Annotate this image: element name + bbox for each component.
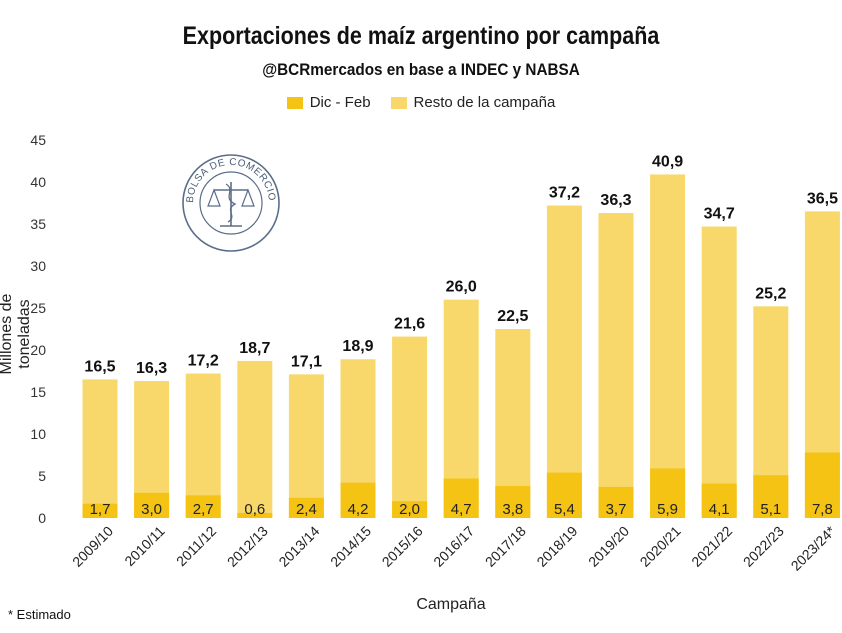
bar-resto: [185, 373, 221, 518]
total-value-label: 40,9: [652, 153, 683, 170]
legend-item-dic-feb: Dic - Feb: [286, 94, 371, 111]
dic-feb-value-label: 2,4: [296, 501, 317, 518]
legend-label-resto: Resto de la campaña: [413, 94, 556, 111]
total-value-label: 22,5: [497, 308, 528, 325]
bar-dic-feb: [753, 475, 789, 518]
x-tick-label: 2013/14: [275, 523, 322, 570]
bar-resto: [701, 226, 737, 518]
x-tick-label: 2012/13: [224, 523, 271, 570]
dic-feb-value-label: 0,6: [244, 501, 265, 518]
bar-dic-feb: [701, 483, 737, 518]
bar-resto: [546, 205, 582, 518]
bar-dic-feb: [237, 512, 273, 518]
dic-feb-value-label: 5,1: [760, 501, 781, 518]
x-tick-label: 2011/12: [173, 523, 220, 570]
y-axis: 0 5 10 15 20 25 30 35 40 45: [30, 132, 46, 526]
dic-feb-value-label: 3,0: [141, 501, 162, 518]
y-tick-label: 0: [38, 510, 46, 526]
chart-title: Exportaciones de maíz argentino por camp…: [182, 22, 660, 50]
bar-resto: [82, 379, 118, 518]
total-value-label: 16,5: [84, 358, 115, 375]
bcr-seal-icon: BOLSA DE COMERCIO DE ROSARIO: [0, 0, 280, 252]
x-tick-label: 2018/19: [533, 523, 580, 570]
total-value-label: 17,1: [291, 353, 322, 370]
y-tick-label: 15: [30, 384, 46, 400]
dic-feb-value-label: 1,7: [90, 501, 111, 518]
x-tick-label: 2019/20: [585, 523, 632, 570]
x-tick-label: 2021/22: [688, 523, 735, 570]
x-tick-label: 2020/21: [637, 523, 684, 570]
dic-feb-value-label: 5,9: [657, 501, 678, 518]
x-tick-label: 2015/16: [379, 523, 426, 570]
bar-dic-feb: [340, 482, 376, 518]
bar-dic-feb: [598, 486, 634, 518]
y-tick-label: 40: [30, 174, 46, 190]
x-tick-label: 2023/24*: [788, 522, 839, 573]
bar-dic-feb: [495, 486, 531, 518]
bar-resto: [237, 360, 273, 518]
footnote: * Estimado: [8, 607, 71, 622]
total-value-label: 36,3: [600, 192, 631, 209]
x-tick-label: 2017/18: [482, 523, 529, 570]
total-value-label: 18,7: [239, 340, 270, 357]
x-axis: 2009/10 2010/11 2011/12 2012/13 2013/14 2014/…: [69, 522, 839, 573]
bar-dic-feb: [650, 468, 686, 518]
bar-resto: [598, 213, 634, 518]
legend-swatch-resto: [390, 96, 407, 109]
x-tick-label: 2009/10: [69, 523, 116, 570]
total-value-label: 25,2: [755, 285, 786, 302]
y-tick-label: 35: [30, 216, 46, 232]
bar-dic-feb: [185, 495, 221, 518]
y-tick-label: 45: [30, 132, 46, 148]
total-value-label: 16,3: [136, 360, 167, 377]
x-axis-label: Campaña: [416, 596, 486, 613]
bar-dic-feb: [392, 501, 428, 518]
dic-feb-value-label: 3,7: [606, 501, 627, 518]
total-value-label: 37,2: [549, 185, 580, 202]
total-value-label: 18,9: [342, 338, 373, 355]
bar-resto: [392, 336, 428, 518]
x-tick-label: 2016/17: [430, 523, 477, 570]
y-tick-label: 20: [30, 342, 46, 358]
y-tick-label: 30: [30, 258, 46, 274]
bar-dic-feb: [134, 492, 170, 518]
y-tick-label: 25: [30, 300, 46, 316]
x-tick-label: 2010/11: [121, 523, 168, 570]
legend: Dic - Feb Resto de la campaña: [0, 94, 842, 111]
bars: 16,5 1,7 16,3 3,0 17,2 2,7 18,7 0,6 17,1 2,4 18,9 4…: [82, 153, 840, 518]
dic-feb-value-label: 5,4: [554, 501, 575, 518]
dic-feb-value-label: 3,8: [502, 501, 523, 518]
dic-feb-value-label: 7,8: [812, 501, 833, 518]
legend-item-resto: Resto de la campaña: [390, 94, 556, 111]
bar-resto: [288, 374, 324, 518]
total-value-label: 36,5: [807, 190, 838, 207]
bar-dic-feb: [804, 452, 840, 518]
bar-resto: [650, 174, 686, 518]
dic-feb-value-label: 2,0: [399, 501, 420, 518]
dic-feb-value-label: 4,1: [709, 501, 730, 518]
y-tick-label: 10: [30, 426, 46, 442]
y-axis-label: Millones de toneladas: [0, 293, 33, 375]
bar-dic-feb: [443, 478, 479, 518]
chart-subtitle: @BCRmercados en base a INDEC y NABSA: [262, 60, 580, 79]
x-tick-label: 2022/23: [740, 523, 787, 570]
dic-feb-value-label: 4,7: [451, 501, 472, 518]
bar-dic-feb: [288, 497, 324, 518]
dic-feb-value-label: 4,2: [348, 501, 369, 518]
bar-dic-feb: [82, 503, 118, 518]
legend-swatch-dic-feb: [286, 96, 303, 109]
legend-label-dic-feb: Dic - Feb: [309, 94, 371, 111]
x-tick-label: 2014/15: [327, 523, 374, 570]
dic-feb-value-label: 2,7: [193, 501, 214, 518]
total-value-label: 26,0: [446, 279, 477, 296]
total-value-label: 17,2: [188, 353, 219, 370]
bar-dic-feb: [546, 472, 582, 518]
total-value-label: 34,7: [704, 206, 735, 223]
total-value-label: 21,6: [394, 316, 425, 333]
y-tick-label: 5: [38, 468, 46, 484]
